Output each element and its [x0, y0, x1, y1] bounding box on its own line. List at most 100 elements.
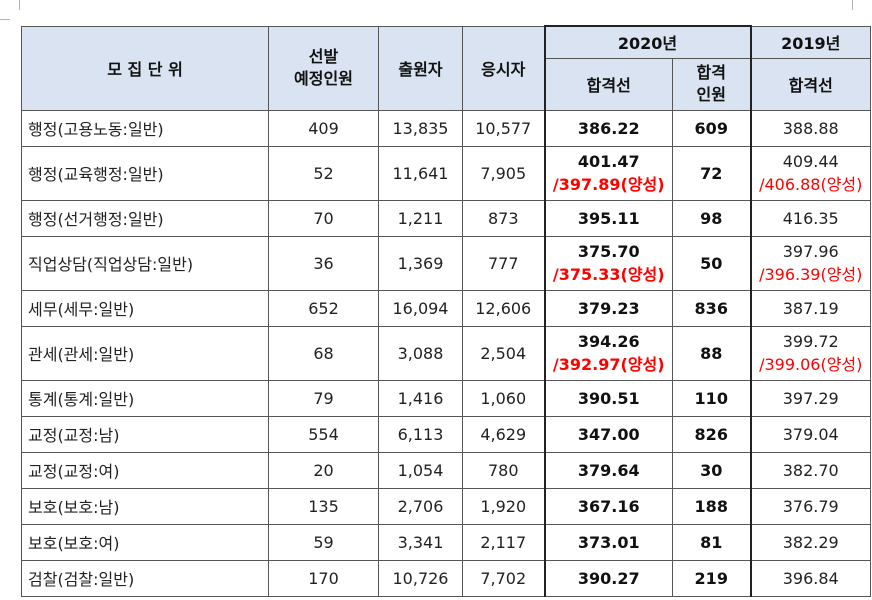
- cell-unit: 보호(보호:남): [21, 487, 269, 525]
- cell-applicants: 3,088: [378, 325, 463, 381]
- cell-planned: 409: [268, 109, 379, 147]
- cell-examinees: 1,060: [462, 379, 545, 417]
- cell-cutoff-2020: 394.26/392.97(양성): [543, 325, 673, 381]
- cutoff-2019-gender-balance: /406.88(양성): [759, 174, 863, 194]
- cell-examinees: 4,629: [462, 415, 545, 453]
- cell-examinees: 2,117: [462, 523, 545, 561]
- cell-cutoff-2019: 379.04: [750, 415, 871, 453]
- cutoff-2020-value: 375.70: [577, 241, 640, 261]
- header-passers-line1: 합격: [696, 63, 726, 82]
- cell-planned: 70: [268, 199, 379, 237]
- table-row: 직업상담(직업상담:일반) 36 1,369 777 375.70/375.33(양성)…: [21, 235, 871, 291]
- cell-unit: 관세(관세:일반): [21, 325, 269, 381]
- header-year-2019: 2019년: [750, 25, 871, 59]
- cutoff-2019-gender-balance: /399.06(양성): [759, 354, 863, 374]
- cell-examinees: 7,702: [462, 559, 545, 597]
- header-year-2020: 2020년: [543, 25, 752, 59]
- header-planned-line1: 선발: [308, 47, 339, 66]
- cell-cutoff-2019: 397.96/396.39(양성): [750, 235, 871, 291]
- page-corner-mark: [19, 0, 20, 10]
- table-row: 행정(교육행정:일반) 52 11,641 7,905 401.47/397.89(양성…: [21, 145, 871, 201]
- header-planned-line2: 예정인원: [294, 69, 353, 88]
- cell-unit: 행정(교육행정:일반): [21, 145, 269, 201]
- cell-examinees: 780: [462, 451, 545, 489]
- cell-planned: 52: [268, 145, 379, 201]
- cell-planned: 36: [268, 235, 379, 291]
- cell-planned: 554: [268, 415, 379, 453]
- cell-unit: 통계(통계:일반): [21, 379, 269, 417]
- cell-passers: 188: [672, 487, 752, 525]
- cell-cutoff-2019: 397.29: [750, 379, 871, 417]
- cell-cutoff-2019: 396.84: [750, 559, 871, 597]
- cell-planned: 79: [268, 379, 379, 417]
- cell-planned: 135: [268, 487, 379, 525]
- cell-applicants: 10,726: [378, 559, 463, 597]
- table-row: 교정(교정:여) 20 1,054 780 379.64 30 382.70: [21, 451, 871, 489]
- header-examinees: 응시자: [462, 25, 545, 111]
- cell-unit: 행정(고용노동:일반): [21, 109, 269, 147]
- cell-cutoff-2020: 367.16: [543, 487, 673, 525]
- header-planned: 선발 예정인원: [268, 25, 379, 111]
- cell-examinees: 777: [462, 235, 545, 291]
- cell-cutoff-2019: 376.79: [750, 487, 871, 525]
- cutoff-2019-value: 397.96: [782, 241, 839, 261]
- cell-cutoff-2020: 386.22: [543, 109, 673, 147]
- header-unit: 모 집 단 위: [21, 25, 269, 111]
- cell-cutoff-2020: 379.23: [543, 289, 673, 327]
- cell-cutoff-2020: 401.47/397.89(양성): [543, 145, 673, 201]
- header-applicants: 출원자: [378, 25, 463, 111]
- table-row: 보호(보호:남) 135 2,706 1,920 367.16 188 376.79: [21, 487, 871, 525]
- cell-applicants: 6,113: [378, 415, 463, 453]
- cell-cutoff-2020: 379.64: [543, 451, 673, 489]
- cell-cutoff-2019: 382.29: [750, 523, 871, 561]
- header-cutoff-2020: 합격선: [543, 57, 673, 111]
- cell-applicants: 11,641: [378, 145, 463, 201]
- cell-unit: 직업상담(직업상담:일반): [21, 235, 269, 291]
- header-passers-line2: 인원: [696, 85, 726, 104]
- table-row: 관세(관세:일반) 68 3,088 2,504 394.26/392.97(양성) 88…: [21, 325, 871, 381]
- cell-cutoff-2019: 387.19: [750, 289, 871, 327]
- cell-cutoff-2020: 375.70/375.33(양성): [543, 235, 673, 291]
- cell-passers: 50: [672, 235, 752, 291]
- cell-applicants: 1,211: [378, 199, 463, 237]
- cell-planned: 20: [268, 451, 379, 489]
- header-passers: 합격 인원: [672, 57, 752, 111]
- cutoff-2020-gender-balance: /375.33(양성): [552, 264, 665, 284]
- cell-unit: 교정(교정:여): [21, 451, 269, 489]
- cell-passers: 30: [672, 451, 752, 489]
- cell-cutoff-2019: 388.88: [750, 109, 871, 147]
- cell-examinees: 12,606: [462, 289, 545, 327]
- cell-passers: 88: [672, 325, 752, 381]
- cell-examinees: 1,920: [462, 487, 545, 525]
- table-row: 검찰(검찰:일반) 170 10,726 7,702 390.27 219 396.84: [21, 559, 871, 597]
- cell-cutoff-2020: 390.51: [543, 379, 673, 417]
- table-row: 세무(세무:일반) 652 16,094 12,606 379.23 836 387.19: [21, 289, 871, 327]
- cell-passers: 110: [672, 379, 752, 417]
- cell-cutoff-2020: 390.27: [543, 559, 673, 597]
- cell-examinees: 10,577: [462, 109, 545, 147]
- cell-cutoff-2020: 373.01: [543, 523, 673, 561]
- cell-applicants: 3,341: [378, 523, 463, 561]
- table-row: 통계(통계:일반) 79 1,416 1,060 390.51 110 397.29: [21, 379, 871, 417]
- cell-examinees: 7,905: [462, 145, 545, 201]
- cell-unit: 행정(선거행정:일반): [21, 199, 269, 237]
- table-row: 교정(교정:남) 554 6,113 4,629 347.00 826 379.04: [21, 415, 871, 453]
- cell-passers: 219: [672, 559, 752, 597]
- cell-cutoff-2019: 416.35: [750, 199, 871, 237]
- cutoff-2019-gender-balance: /396.39(양성): [759, 264, 863, 284]
- cell-applicants: 1,369: [378, 235, 463, 291]
- cell-passers: 609: [672, 109, 752, 147]
- cell-applicants: 16,094: [378, 289, 463, 327]
- cell-passers: 826: [672, 415, 752, 453]
- cell-unit: 검찰(검찰:일반): [21, 559, 269, 597]
- table-row: 행정(고용노동:일반) 409 13,835 10,577 386.22 609 388.8…: [21, 109, 871, 147]
- cutoff-2019-value: 399.72: [782, 331, 839, 351]
- cell-planned: 652: [268, 289, 379, 327]
- cell-applicants: 13,835: [378, 109, 463, 147]
- cutoff-2020-value: 394.26: [577, 331, 640, 351]
- cell-cutoff-2019: 399.72/399.06(양성): [750, 325, 871, 381]
- cell-passers: 81: [672, 523, 752, 561]
- cell-cutoff-2019: 409.44/406.88(양성): [750, 145, 871, 201]
- cell-planned: 59: [268, 523, 379, 561]
- cell-examinees: 2,504: [462, 325, 545, 381]
